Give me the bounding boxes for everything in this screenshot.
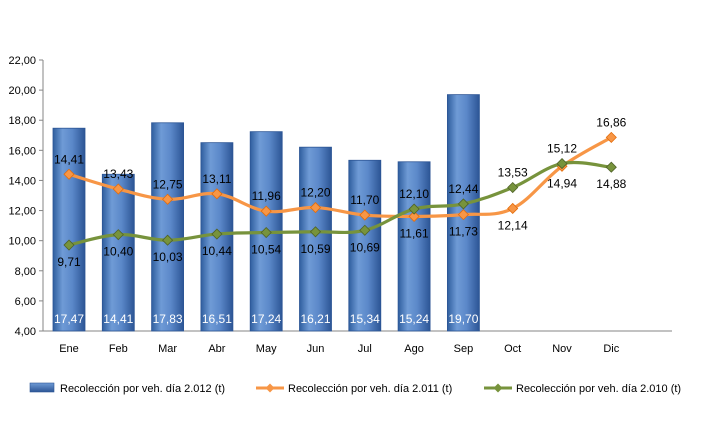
line-value-label: 9,71 [57,255,81,269]
data-point-marker [605,131,617,143]
bar [299,146,332,332]
data-point-marker [211,228,223,240]
x-tick-label: May [256,343,277,355]
x-tick-label: Jun [307,343,325,355]
data-point-marker [63,239,75,251]
bar-series [52,94,480,332]
line-value-label: 10,59 [300,242,330,256]
data-point-marker [162,234,174,246]
bar [101,173,135,332]
line-value-label: 12,75 [153,177,183,191]
data-point-marker [112,183,124,195]
line-value-label: 12,20 [300,186,330,200]
line-value-label: 13,43 [103,167,133,181]
line-value-label: 10,40 [103,245,133,259]
line-value-label: 11,61 [400,226,429,240]
line-value-label: 11,96 [252,189,281,203]
bar-value-label: 19,70 [448,312,478,326]
y-tick-label: 10,00 [8,236,36,248]
line-value-label: 10,44 [202,244,232,258]
y-tick-label: 12,00 [8,206,36,218]
x-tick-label: Sep [454,343,474,355]
bar-value-label: 17,24 [251,312,281,326]
data-point-marker [211,188,223,200]
bar [52,127,86,332]
data-point-marker [112,229,124,241]
x-tick-label: Feb [109,343,128,355]
line-value-label: 11,73 [449,225,478,239]
data-point-marker [507,181,519,194]
bar-value-label: 15,34 [350,312,380,326]
x-tick-label: Dic [603,343,619,355]
bar-value-label: 15,24 [399,312,429,326]
y-tick-label: 16,00 [8,145,36,157]
line-value-label: 12,44 [448,182,478,196]
axes: 4,00 6,00 8,00 10,00 12,00 14,00 16,00 18,00 20,… [8,55,672,355]
x-tick-label: Oct [504,343,521,355]
line-value-label: 10,54 [251,243,281,257]
line-value-label: 14,94 [547,176,577,190]
line-value-label: 11,70 [350,193,379,207]
bar-value-label: 17,47 [54,312,84,326]
x-tick-label: Abr [208,343,225,355]
data-point-marker [457,209,469,221]
data-point-marker [359,224,371,236]
data-point-marker [408,203,420,215]
data-point-marker [63,168,75,180]
y-tick-label: 22,00 [8,55,36,67]
line-value-label: 16,86 [596,115,626,129]
y-tick-label: 4,00 [15,326,36,338]
line-value-label: 12,10 [399,187,429,201]
line-value-label: 13,11 [202,172,231,186]
bar [151,122,185,332]
line-series [63,131,617,251]
y-tick-label: 18,00 [8,115,36,127]
x-tick-label: Ene [59,343,79,355]
bar-value-label: 14,41 [103,312,133,326]
y-tick-label: 8,00 [15,266,36,278]
line-value-label: 13,53 [498,166,528,180]
data-point-marker [556,158,568,170]
legend-swatch-marker [493,383,503,393]
legend-swatch-marker [265,383,275,393]
series-line-2 [68,160,612,247]
data-point-marker [605,161,617,173]
data-point-marker [359,209,371,221]
legend-label: Recolección por veh. día 2.012 (t) [60,383,225,395]
data-point-marker [260,226,272,239]
x-tick-label: Nov [552,343,572,355]
x-tick-label: Jul [358,343,372,355]
y-tick-label: 20,00 [8,85,36,97]
bar-value-label: 16,21 [300,312,330,326]
data-point-marker [260,205,272,217]
legend-label: Recolección por veh. día 2.010 (t) [516,383,681,395]
bar [348,159,382,332]
line-value-label: 14,88 [596,177,626,191]
line-value-label: 12,14 [498,218,528,232]
line-value-label: 15,12 [547,142,577,156]
data-point-marker [457,198,469,210]
x-tick-label: Mar [158,343,177,355]
bar-value-label: 16,51 [202,312,232,326]
data-point-marker [507,202,519,215]
y-tick-label: 6,00 [15,296,36,308]
legend: Recolección por veh. día 2.012 (t) Recole… [29,382,681,395]
line-value-label: 10,03 [153,250,183,264]
bar-value-label: 17,83 [153,312,183,326]
legend-swatch-bar [29,382,55,393]
data-point-marker [408,210,420,222]
data-labels: 17,47 14,41 17,83 16,51 17,24 16,21 15,34 15,24… [54,115,627,326]
x-tick-label: Ago [404,343,424,355]
y-tick-label: 14,00 [8,175,36,187]
data-point-marker [309,201,322,214]
data-point-marker [162,193,174,205]
data-point-marker [309,226,322,238]
legend-label: Recolección por veh. día 2.011 (t) [288,383,452,395]
bar [397,161,431,332]
line-value-label: 14,41 [54,152,84,166]
line-value-label: 10,69 [350,240,380,254]
